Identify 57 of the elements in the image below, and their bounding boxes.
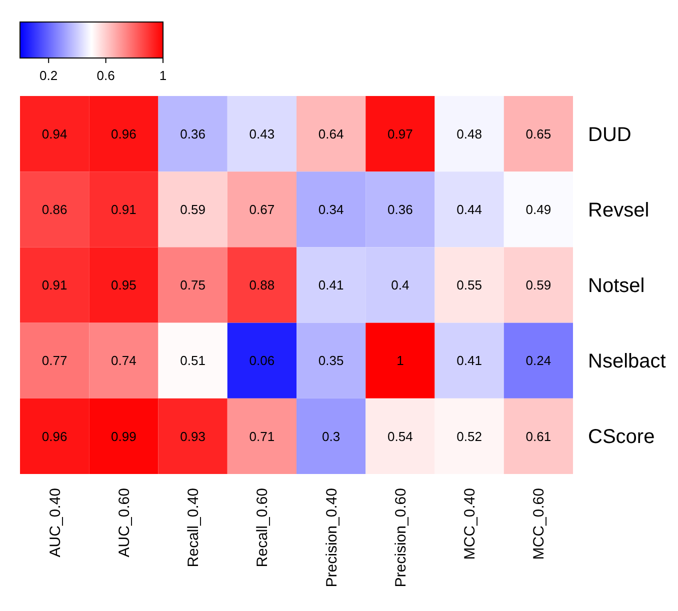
data-label: 0.91	[42, 278, 68, 293]
data-label: 0.24	[526, 353, 552, 368]
data-label: 0.74	[111, 353, 136, 368]
data-label: 1	[396, 353, 404, 368]
data-label: 0.67	[249, 202, 275, 217]
y-tick-label: Revsel	[588, 199, 650, 222]
data-label: 0.96	[111, 126, 136, 142]
x-tick-label: AUC_0.40	[46, 488, 64, 558]
y-tick-label: Notsel	[588, 275, 645, 297]
data-label: 0.36	[180, 126, 206, 142]
data-label: 0.71	[249, 428, 275, 444]
color-bar-label: 0.2	[40, 68, 58, 83]
data-label: 0.52	[456, 428, 482, 444]
data-label: 0.88	[249, 278, 275, 293]
data-label: 0.36	[388, 202, 413, 217]
data-label: 0.91	[111, 202, 136, 217]
data-label: 0.77	[42, 353, 68, 368]
data-label: 0.41	[456, 353, 482, 368]
data-label: 0.55	[456, 278, 482, 293]
data-label: 0.3	[322, 428, 340, 444]
data-label: 0.75	[180, 278, 206, 293]
x-tick-label: MCC_0.40	[462, 488, 479, 560]
data-label: 0.95	[111, 278, 136, 293]
data-label: 0.59	[180, 202, 206, 217]
y-tick-label: CScore	[588, 426, 655, 448]
y-tick-label: Nselbact	[588, 350, 666, 373]
data-label: 0.86	[42, 202, 68, 217]
y-tick-label: DUD	[588, 124, 632, 146]
data-label: 0.96	[42, 428, 68, 444]
data-label: 0.61	[526, 428, 552, 444]
data-label: 0.35	[318, 353, 344, 368]
data-label: 0.54	[388, 428, 413, 444]
data-label: 0.93	[180, 428, 206, 444]
data-label: 0.41	[318, 278, 344, 293]
data-label: 0.64	[318, 126, 344, 142]
x-tick-label: Precision_0.40	[323, 488, 340, 588]
color-bar-label: 1	[159, 68, 167, 83]
color-bar-label: 0.6	[96, 68, 115, 83]
x-tick-label: MCC_0.60	[530, 488, 548, 560]
data-label: 0.65	[526, 126, 552, 142]
data-label: 0.59	[526, 278, 552, 293]
x-tick-label: AUC_0.60	[116, 488, 133, 558]
data-label: 0.51	[180, 353, 206, 368]
data-label: 0.44	[456, 202, 482, 217]
data-label: 0.43	[249, 126, 275, 142]
data-label: 0.48	[456, 126, 482, 142]
data-label: 0.99	[111, 428, 136, 444]
x-tick-label: Recall_0.60	[254, 488, 272, 568]
data-label: 0.49	[526, 202, 552, 217]
data-label: 0.94	[42, 126, 68, 142]
data-label: 0.06	[249, 353, 275, 368]
x-tick-label: Precision_0.60	[392, 488, 410, 588]
data-label: 0.34	[318, 202, 344, 217]
data-label: 0.97	[388, 126, 413, 142]
data-label: 0.4	[391, 278, 410, 293]
x-tick-label: Recall_0.40	[185, 488, 202, 568]
colorbar: 0.2 0.6 1	[20, 22, 167, 83]
